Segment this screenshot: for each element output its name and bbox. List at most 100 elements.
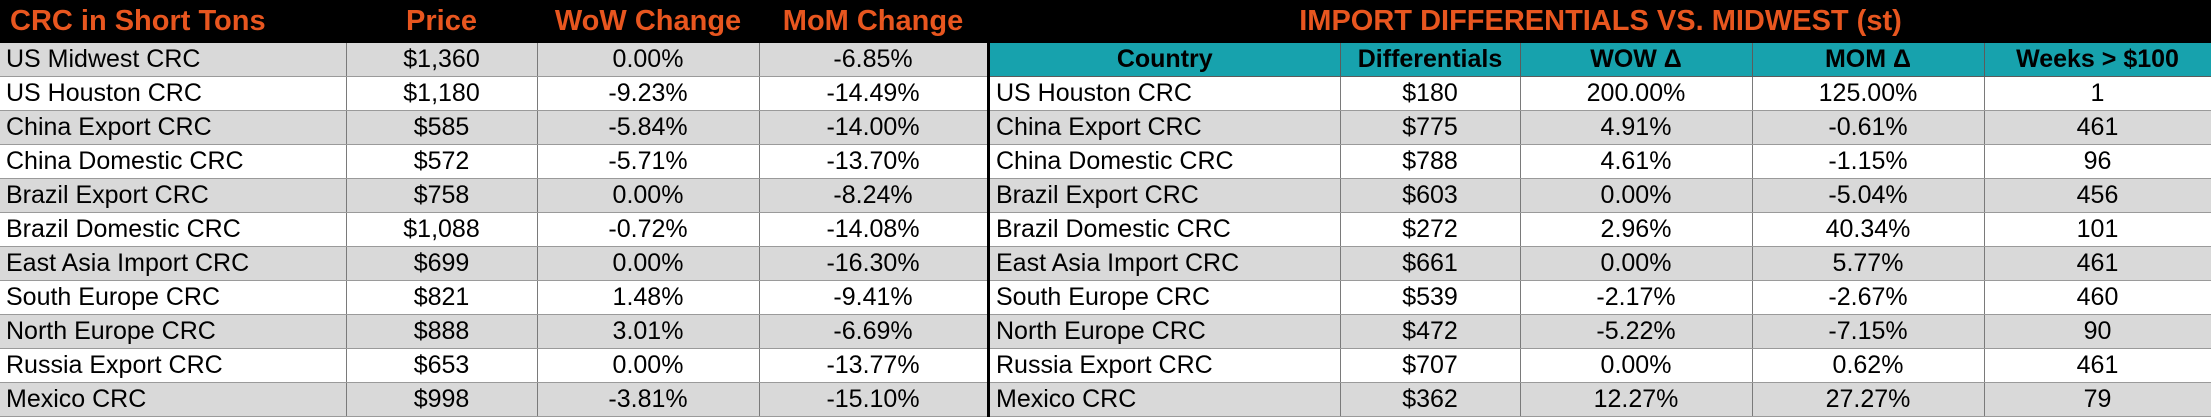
- wow-change-cell: -9.23%: [537, 76, 760, 111]
- header-wow-delta: WOW Δ: [1520, 43, 1753, 77]
- table-row: North Europe CRC $472 -5.22% -7.15% 90: [990, 314, 2211, 349]
- table-row: East Asia Import CRC $699 0.00% -16.30%: [0, 246, 988, 281]
- country-cell: Russia Export CRC: [990, 348, 1341, 383]
- product-cell: Mexico CRC: [0, 382, 347, 417]
- price-cell: $998: [346, 382, 538, 417]
- product-cell: US Houston CRC: [0, 76, 347, 111]
- import-differentials-body: US Houston CRC $180 200.00% 125.00% 1 China E…: [990, 76, 2211, 417]
- price-cell: $888: [346, 314, 538, 349]
- table-row: Brazil Export CRC $758 0.00% -8.24%: [0, 178, 988, 213]
- table-row: China Export CRC $775 4.91% -0.61% 461: [990, 110, 2211, 145]
- product-cell: US Midwest CRC: [0, 43, 347, 77]
- product-cell: South Europe CRC: [0, 280, 347, 315]
- wow-change-cell: -3.81%: [537, 382, 760, 417]
- product-cell: North Europe CRC: [0, 314, 347, 349]
- crc-price-header-row: CRC in Short Tons Price WoW Change MoM C…: [0, 0, 987, 43]
- mom-change-cell: -16.30%: [759, 246, 988, 281]
- header-differentials: Differentials: [1340, 43, 1521, 77]
- mom-delta-cell: -5.04%: [1752, 178, 1985, 213]
- table-row: Mexico CRC $998 -3.81% -15.10%: [0, 382, 988, 417]
- mom-delta-cell: -2.67%: [1752, 280, 1985, 315]
- header-country: Country: [990, 43, 1341, 77]
- product-cell: East Asia Import CRC: [0, 246, 347, 281]
- crc-price-table: CRC in Short Tons Price WoW Change MoM C…: [0, 0, 988, 417]
- wow-change-cell: -5.71%: [537, 144, 760, 179]
- mom-change-cell: -9.41%: [759, 280, 988, 315]
- price-cell: $653: [346, 348, 538, 383]
- header-mom-delta: MOM Δ: [1752, 43, 1985, 77]
- header-wow-change: WoW Change: [537, 0, 759, 43]
- wow-delta-cell: 0.00%: [1520, 178, 1753, 213]
- country-cell: South Europe CRC: [990, 280, 1341, 315]
- product-cell: Brazil Export CRC: [0, 178, 347, 213]
- mom-delta-cell: -0.61%: [1752, 110, 1985, 145]
- wow-delta-cell: 12.27%: [1520, 382, 1753, 417]
- table-row: China Export CRC $585 -5.84% -14.00%: [0, 110, 988, 145]
- table-row: East Asia Import CRC $661 0.00% 5.77% 461: [990, 246, 2211, 281]
- table-divider: [987, 0, 990, 417]
- mom-delta-cell: 40.34%: [1752, 212, 1985, 247]
- price-cell: $758: [346, 178, 538, 213]
- table-row: Russia Export CRC $707 0.00% 0.62% 461: [990, 348, 2211, 383]
- weeks-over-100-cell: 96: [1984, 144, 2211, 179]
- wow-change-cell: 0.00%: [537, 43, 760, 77]
- mom-change-cell: -14.08%: [759, 212, 988, 247]
- table-row: US Houston CRC $180 200.00% 125.00% 1: [990, 76, 2211, 111]
- weeks-over-100-cell: 461: [1984, 246, 2211, 281]
- price-cell: $699: [346, 246, 538, 281]
- header-weeks-over-100: Weeks > $100: [1984, 43, 2211, 77]
- wow-change-cell: 3.01%: [537, 314, 760, 349]
- table-row: South Europe CRC $821 1.48% -9.41%: [0, 280, 988, 315]
- table-row: South Europe CRC $539 -2.17% -2.67% 460: [990, 280, 2211, 315]
- country-cell: East Asia Import CRC: [990, 246, 1341, 281]
- mom-delta-cell: 27.27%: [1752, 382, 1985, 417]
- wow-change-cell: 0.00%: [537, 178, 760, 213]
- weeks-over-100-cell: 456: [1984, 178, 2211, 213]
- differential-cell: $362: [1340, 382, 1521, 417]
- wow-delta-cell: 0.00%: [1520, 348, 1753, 383]
- country-cell: China Export CRC: [990, 110, 1341, 145]
- wow-delta-cell: 2.96%: [1520, 212, 1753, 247]
- table-row: Brazil Domestic CRC $1,088 -0.72% -14.08%: [0, 212, 988, 247]
- mom-change-cell: -6.69%: [759, 314, 988, 349]
- wow-delta-cell: 200.00%: [1520, 76, 1753, 111]
- mom-change-cell: -6.85%: [759, 43, 988, 77]
- mom-change-cell: -14.00%: [759, 110, 988, 145]
- differential-cell: $661: [1340, 246, 1521, 281]
- import-differentials-table: IMPORT DIFFERENTIALS VS. MIDWEST (st) Co…: [990, 0, 2211, 417]
- differential-cell: $707: [1340, 348, 1521, 383]
- product-cell: Brazil Domestic CRC: [0, 212, 347, 247]
- import-differentials-title-row: IMPORT DIFFERENTIALS VS. MIDWEST (st): [990, 0, 2211, 43]
- wow-change-cell: -5.84%: [537, 110, 760, 145]
- price-cell: $1,088: [346, 212, 538, 247]
- table-row: US Houston CRC $1,180 -9.23% -14.49%: [0, 76, 988, 111]
- wow-change-cell: -0.72%: [537, 212, 760, 247]
- country-cell: China Domestic CRC: [990, 144, 1341, 179]
- mom-delta-cell: 0.62%: [1752, 348, 1985, 383]
- product-cell: Russia Export CRC: [0, 348, 347, 383]
- wow-delta-cell: -5.22%: [1520, 314, 1753, 349]
- weeks-over-100-cell: 460: [1984, 280, 2211, 315]
- table-row: North Europe CRC $888 3.01% -6.69%: [0, 314, 988, 349]
- mom-delta-cell: 5.77%: [1752, 246, 1985, 281]
- table-row: China Domestic CRC $788 4.61% -1.15% 96: [990, 144, 2211, 179]
- wow-change-cell: 0.00%: [537, 348, 760, 383]
- differential-cell: $539: [1340, 280, 1521, 315]
- differential-cell: $788: [1340, 144, 1521, 179]
- table-row: Mexico CRC $362 12.27% 27.27% 79: [990, 382, 2211, 417]
- weeks-over-100-cell: 90: [1984, 314, 2211, 349]
- header-crc-short-tons: CRC in Short Tons: [0, 0, 346, 43]
- import-differentials-title: IMPORT DIFFERENTIALS VS. MIDWEST (st): [990, 0, 2211, 43]
- country-cell: Mexico CRC: [990, 382, 1341, 417]
- mom-change-cell: -13.70%: [759, 144, 988, 179]
- country-cell: US Houston CRC: [990, 76, 1341, 111]
- wow-delta-cell: 0.00%: [1520, 246, 1753, 281]
- price-cell: $585: [346, 110, 538, 145]
- price-cell: $1,180: [346, 76, 538, 111]
- differential-cell: $775: [1340, 110, 1521, 145]
- wow-change-cell: 1.48%: [537, 280, 760, 315]
- import-differentials-header-row: Country Differentials WOW Δ MOM Δ Weeks …: [990, 43, 2211, 77]
- wow-change-cell: 0.00%: [537, 246, 760, 281]
- table-row: China Domestic CRC $572 -5.71% -13.70%: [0, 144, 988, 179]
